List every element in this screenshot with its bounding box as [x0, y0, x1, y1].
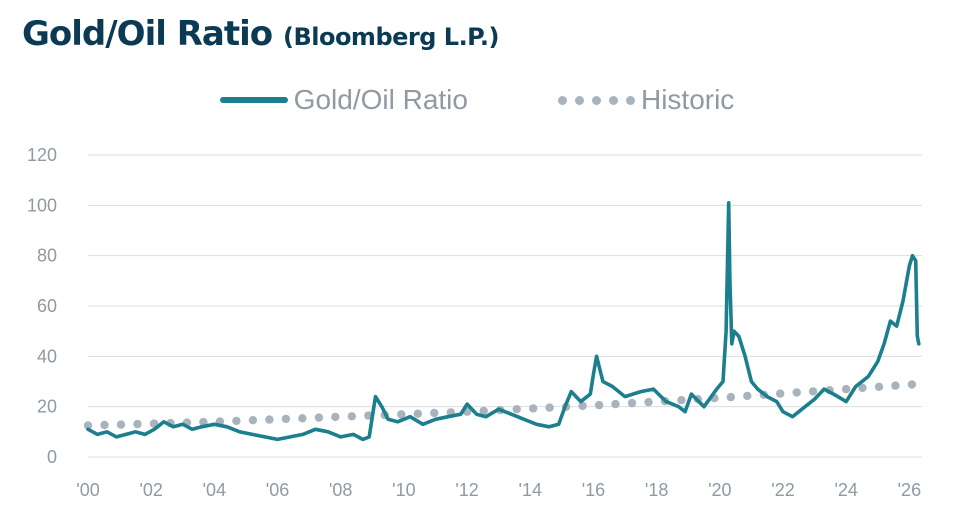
y-axis-ticks: 0 20 40 60 80 100 120 — [27, 145, 57, 467]
x-tick-label-2004: '04 — [203, 480, 226, 500]
historic-dot — [644, 397, 653, 407]
y-tick-label-100: 100 — [27, 195, 57, 215]
historic-dot — [331, 412, 340, 422]
historic-dot — [512, 405, 521, 414]
grid-lines — [88, 154, 922, 458]
chart-title-main: Gold/Oil Ratio — [22, 14, 273, 54]
historic-dot — [413, 409, 422, 418]
x-tick-label-2010: '10 — [392, 480, 415, 500]
historic-dot — [611, 399, 620, 409]
legend-item-historic[interactable]: Historic — [557, 84, 735, 116]
historic-dot — [841, 384, 851, 394]
legend-swatch-dotted-line — [557, 95, 635, 105]
historic-dot — [100, 420, 109, 430]
legend-label-gold-oil-ratio: Gold/Oil Ratio — [293, 84, 468, 115]
y-tick-label-120: 120 — [27, 145, 57, 165]
series-gold-oil-ratio-line — [86, 201, 921, 442]
x-tick-label-2016: '16 — [582, 480, 605, 500]
historic-dot — [298, 414, 307, 423]
historic-dot — [430, 408, 439, 418]
y-tick-label-80: 80 — [37, 246, 57, 266]
chart-title-source: (Bloomberg L.P.) — [282, 23, 499, 51]
historic-dot — [133, 419, 142, 429]
historic-dot — [232, 416, 241, 426]
historic-dot — [792, 388, 801, 397]
historic-dot — [347, 412, 356, 421]
y-tick-label-40: 40 — [37, 346, 57, 366]
historic-dot — [776, 389, 785, 398]
historic-dot — [199, 417, 208, 427]
x-tick-label-2020: '20 — [708, 480, 731, 500]
historic-dot — [743, 391, 752, 401]
legend-label-historic: Historic — [640, 84, 735, 115]
x-tick-label-2002: '02 — [139, 480, 162, 500]
y-tick-label-20: 20 — [37, 397, 57, 417]
x-tick-label-2014: '14 — [519, 480, 542, 500]
x-axis-ticks: '00 '02 '04 '06 '08 '10 '12 '14 '16 '18 '20 '22 '24 '… — [76, 480, 921, 500]
historic-dot — [545, 403, 554, 412]
historic-dot — [314, 413, 324, 422]
historic-dot — [529, 404, 538, 413]
chart-legend: Gold/Oil Ratio Historic — [0, 84, 954, 116]
x-tick-label-2018: '18 — [645, 480, 668, 500]
historic-dot — [265, 415, 274, 424]
historic-dot — [479, 406, 488, 416]
historic-dot — [281, 414, 291, 424]
legend-swatch-solid-line — [219, 97, 288, 103]
historic-dot — [726, 392, 735, 402]
historic-dot — [808, 387, 818, 396]
historic-dot — [248, 416, 258, 425]
series-historic — [83, 380, 917, 430]
historic-dot — [578, 401, 587, 411]
y-tick-label-60: 60 — [37, 296, 57, 316]
historic-dot — [627, 398, 637, 408]
legend-item-gold-oil-ratio[interactable]: Gold/Oil Ratio — [219, 84, 468, 116]
x-tick-label-2012: '12 — [455, 480, 478, 500]
x-tick-label-2006: '06 — [266, 480, 289, 500]
historic-dot — [594, 400, 604, 410]
x-tick-label-2008: '08 — [329, 480, 352, 500]
series-layer — [83, 201, 921, 442]
x-tick-label-2026: '26 — [898, 480, 921, 500]
historic-dot — [116, 420, 126, 429]
x-tick-label-2024: '24 — [834, 480, 857, 500]
historic-dot — [907, 380, 917, 389]
historic-dot — [858, 383, 867, 393]
x-tick-label-2000: '00 — [76, 480, 99, 500]
x-tick-label-2022: '22 — [771, 480, 794, 500]
historic-dot — [677, 396, 686, 405]
historic-dot — [874, 382, 884, 391]
historic-dot — [891, 381, 900, 390]
y-tick-label-0: 0 — [47, 447, 57, 467]
historic-dot — [83, 421, 93, 430]
historic-dot — [397, 410, 406, 419]
chart-title: Gold/Oil Ratio (Bloomberg L.P.) — [22, 14, 499, 54]
